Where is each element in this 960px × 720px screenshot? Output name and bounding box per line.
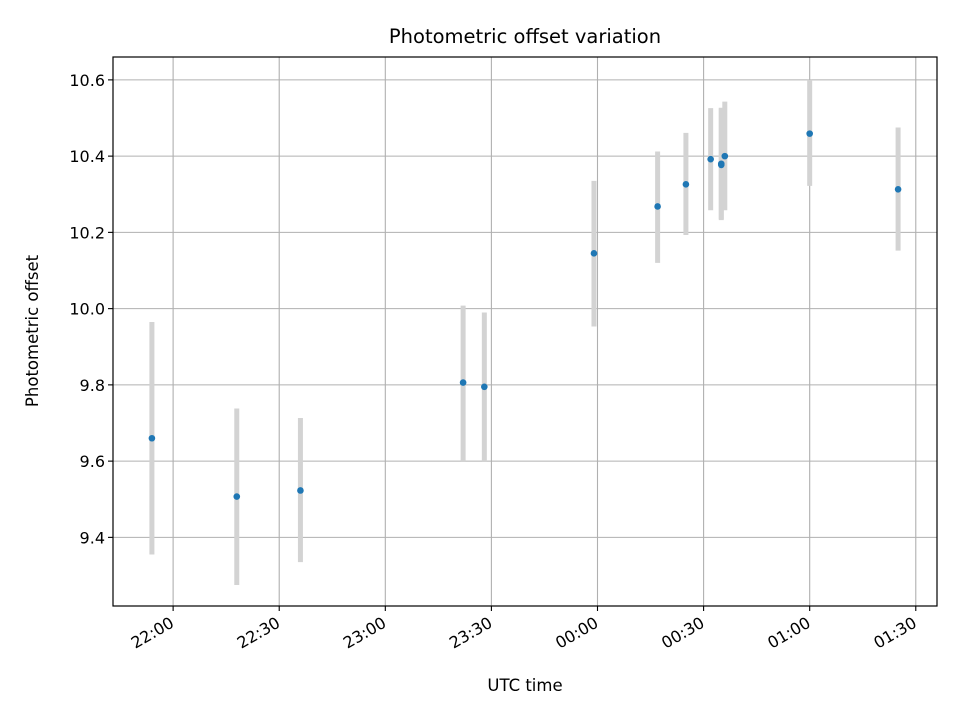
data-point — [806, 130, 813, 137]
data-point — [654, 203, 661, 210]
y-tick-label: 9.6 — [80, 452, 105, 471]
chart-title: Photometric offset variation — [389, 25, 661, 48]
y-tick-label: 10.6 — [69, 71, 105, 90]
data-point — [590, 250, 598, 257]
plot-frame — [112, 56, 938, 607]
y-tick-label: 9.4 — [80, 528, 105, 547]
y-tick-label: 10.2 — [69, 223, 105, 242]
data-point — [297, 487, 304, 494]
y-tick-label: 10.4 — [69, 147, 105, 166]
data-point — [721, 152, 729, 160]
data-point — [233, 493, 241, 500]
y-axis-label: Photometric offset — [23, 254, 42, 407]
y-axis: 9.4 9.6 9.8 10.0 10.2 10.4 10.6 — [69, 71, 113, 547]
data-point — [682, 181, 690, 188]
data-point — [717, 161, 725, 169]
data-point — [894, 185, 902, 193]
y-tick-label: 9.8 — [80, 376, 105, 395]
data-point — [707, 155, 714, 163]
data-points — [148, 130, 902, 500]
x-axis-label: UTC time — [487, 676, 562, 695]
y-tick-label: 10.0 — [69, 300, 105, 319]
data-point — [481, 383, 488, 391]
data-point — [148, 434, 156, 442]
data-point — [459, 379, 467, 386]
grid — [113, 57, 937, 606]
